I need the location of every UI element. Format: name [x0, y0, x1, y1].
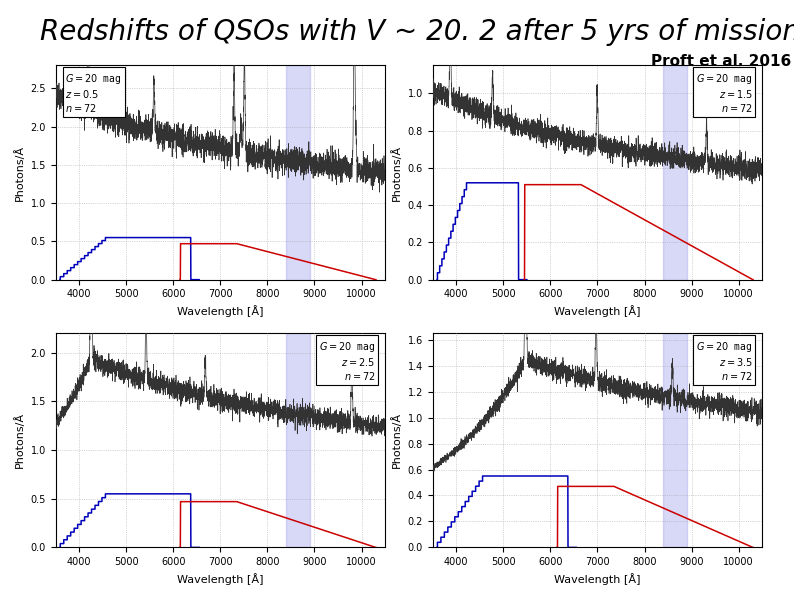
Y-axis label: Photons/Å: Photons/Å [14, 412, 25, 468]
Y-axis label: Photons/Å: Photons/Å [14, 145, 25, 201]
X-axis label: Wavelength [Å]: Wavelength [Å] [177, 572, 264, 584]
Text: Proft et al. 2016: Proft et al. 2016 [651, 54, 792, 68]
Bar [287, 333, 310, 547]
Bar [664, 65, 687, 280]
Bar [664, 333, 687, 547]
Bar [287, 65, 310, 280]
X-axis label: Wavelength [Å]: Wavelength [Å] [177, 305, 264, 317]
X-axis label: Wavelength [Å]: Wavelength [Å] [554, 305, 641, 317]
Text: $G=20$ mag
$z=0.5$
$n=72$: $G=20$ mag $z=0.5$ $n=72$ [65, 72, 122, 114]
Y-axis label: Photons/Å: Photons/Å [391, 145, 402, 201]
Text: $G=20$ mag
$z=2.5$
$n=72$: $G=20$ mag $z=2.5$ $n=72$ [318, 340, 376, 381]
X-axis label: Wavelength [Å]: Wavelength [Å] [554, 572, 641, 584]
Text: $G=20$ mag
$z=1.5$
$n=72$: $G=20$ mag $z=1.5$ $n=72$ [696, 72, 753, 114]
Text: $G=20$ mag
$z=3.5$
$n=72$: $G=20$ mag $z=3.5$ $n=72$ [696, 340, 753, 381]
Y-axis label: Photons/Å: Photons/Å [391, 412, 402, 468]
Text: Redshifts of QSOs with V ~ 20. 2 after 5 yrs of mission: Redshifts of QSOs with V ~ 20. 2 after 5… [40, 18, 794, 46]
